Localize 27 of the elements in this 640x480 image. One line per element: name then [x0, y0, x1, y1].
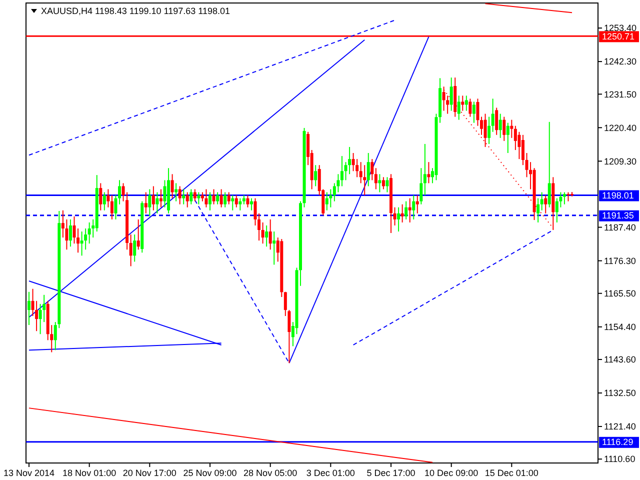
- ref-line-label: 1198.01: [602, 190, 634, 200]
- x-tick-label: 18 Nov 01:00: [62, 468, 116, 478]
- y-tick-label: 1209.30: [604, 156, 637, 166]
- ref-line-label: 1191.35: [602, 210, 634, 220]
- y-tick-label: 1121.40: [604, 422, 636, 432]
- y-tick-label: 1154.40: [604, 322, 636, 332]
- y-tick-label: 1242.30: [604, 56, 637, 67]
- y-tick-label: 1132.50: [604, 388, 636, 398]
- y-tick-label: 1110.60: [604, 454, 636, 464]
- x-tick-label: 25 Nov 09:00: [183, 468, 237, 478]
- x-tick-label: 5 Dec 17:00: [366, 468, 416, 478]
- y-tick-label: 1187.40: [604, 222, 636, 232]
- y-tick-label: 1165.50: [604, 288, 636, 299]
- y-tick-label: 1231.50: [604, 89, 637, 100]
- x-tick-label: 13 Nov 2014: [3, 468, 55, 478]
- y-tick-label: 1176.30: [604, 256, 636, 266]
- y-tick-label: 1220.40: [604, 122, 637, 133]
- y-tick-label: 1143.60: [604, 354, 636, 365]
- x-tick-label: 10 Dec 09:00: [424, 468, 478, 478]
- x-tick-label: 28 Nov 05:00: [244, 468, 298, 478]
- ref-line-label: 1250.71: [602, 31, 635, 42]
- x-tick-label: 20 Nov 17:00: [122, 468, 176, 478]
- x-tick-label: 15 Dec 01:00: [484, 468, 538, 478]
- x-tick-label: 3 Dec 01:00: [306, 468, 355, 478]
- ref-line-label: 1116.29: [602, 437, 634, 448]
- chart-title: XAUUSD,H4 1198.43 1199.10 1197.63 1198.01: [41, 6, 230, 16]
- y-tick-label: 1253.40: [604, 23, 637, 34]
